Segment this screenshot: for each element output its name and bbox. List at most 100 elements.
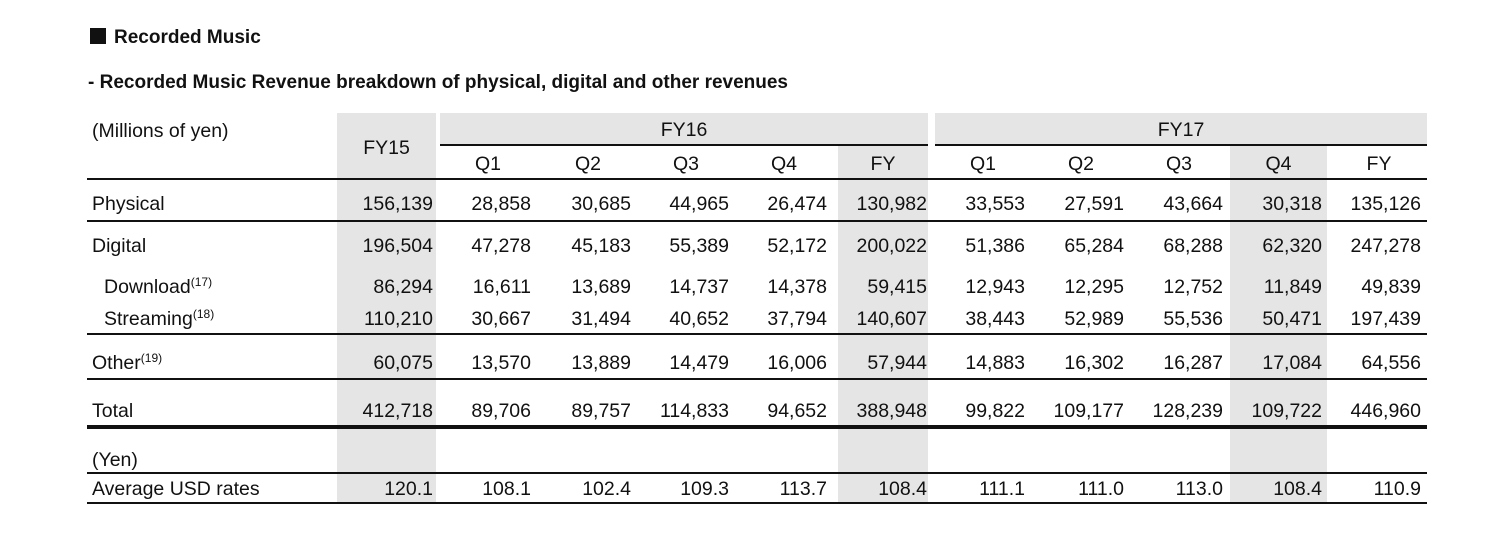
- cell-download-fy17-q2: 12,295: [1064, 276, 1124, 298]
- cell-other-fy17-fy: 64,556: [1361, 352, 1421, 374]
- cell-total-fy16-fy: 388,948: [856, 400, 928, 422]
- row-label-usd-rates: Average USD rates: [92, 478, 260, 500]
- fy17-q4-header: Q4: [1265, 153, 1292, 175]
- square-bullet-icon: [90, 28, 106, 44]
- fy16-q2-header: Q2: [574, 153, 601, 175]
- cell-download-fy17-fy: 49,839: [1361, 276, 1421, 298]
- cell-other-fy16-q3: 14,479: [669, 352, 729, 374]
- cell-download-fy16-q2: 13,689: [571, 276, 631, 298]
- cell-physical-fy16-q2: 30,685: [571, 193, 631, 215]
- cell-usd-rate-fy17-q3: 113.0: [1175, 478, 1223, 500]
- rule-under-physical: [87, 220, 1427, 222]
- cell-total-fy17-q1: 99,822: [965, 400, 1025, 422]
- cell-digital-fy17-q1: 51,386: [965, 235, 1025, 257]
- row-label-streaming: Streaming(18): [104, 307, 215, 330]
- cell-total-fy16-q1: 89,706: [471, 400, 531, 422]
- cell-physical-fy17-q3: 43,664: [1163, 193, 1223, 215]
- cell-download-fy16-fy: 59,415: [867, 276, 927, 298]
- cell-download-fy17-q3: 12,752: [1163, 276, 1223, 298]
- fy17-header-shade: [935, 113, 1427, 144]
- cell-usd-rate-fy15: 120.1: [384, 478, 433, 500]
- cell-digital-fy16-q4: 52,172: [767, 235, 827, 257]
- cell-other-fy16-q2: 13,889: [571, 352, 631, 374]
- cell-usd-rate-fy16-fy: 108.4: [878, 478, 927, 500]
- cell-physical-fy15: 156,139: [362, 193, 434, 215]
- cell-physical-fy17-q2: 27,591: [1064, 193, 1124, 215]
- cell-streaming-fy16-q4: 37,794: [767, 308, 827, 330]
- cell-total-fy17-q4: 109,722: [1251, 400, 1323, 422]
- row-label-digital: Digital: [92, 235, 147, 257]
- cell-usd-rate-fy17-q4: 108.4: [1273, 478, 1322, 500]
- cell-download-fy15: 86,294: [373, 276, 433, 298]
- cell-digital-fy17-q2: 65,284: [1064, 235, 1124, 257]
- cell-streaming-fy17-q4: 50,471: [1262, 308, 1322, 330]
- fy17-header: FY17: [1157, 119, 1205, 141]
- rule-under-total: [87, 425, 1427, 429]
- cell-total-fy16-q3: 114,833: [659, 400, 729, 422]
- cell-total-fy17-q2: 109,177: [1053, 400, 1125, 422]
- section-title: Recorded Music: [90, 27, 261, 49]
- fy16-fy-header: FY: [870, 153, 896, 175]
- cell-digital-fy17-q4: 62,320: [1262, 235, 1322, 257]
- cell-streaming-fy15: 110,210: [363, 308, 433, 330]
- row-label-physical: Physical: [92, 193, 165, 215]
- cell-digital-fy16-q1: 47,278: [471, 235, 531, 257]
- cell-physical-fy17-q1: 33,553: [965, 193, 1025, 215]
- cell-total-fy15: 412,718: [362, 400, 434, 422]
- unit-label: (Millions of yen): [92, 120, 229, 142]
- cell-digital-fy15: 196,504: [362, 235, 434, 257]
- row-label-download: Download(17): [104, 275, 213, 298]
- cell-digital-fy16-q2: 45,183: [571, 235, 631, 257]
- rule-under-headers: [87, 178, 1427, 180]
- cell-digital-fy17-q3: 68,288: [1163, 235, 1223, 257]
- cell-streaming-fy17-fy: 197,439: [1350, 308, 1422, 330]
- table-subtitle: - Recorded Music Revenue breakdown of ph…: [88, 72, 789, 93]
- cell-other-fy16-q1: 13,570: [471, 352, 531, 374]
- cell-digital-fy17-fy: 247,278: [1350, 235, 1422, 257]
- fy16-header-shade: [440, 113, 928, 144]
- cell-other-fy16-fy: 57,944: [867, 352, 927, 374]
- cell-other-fy17-q1: 14,883: [965, 352, 1025, 374]
- cell-usd-rate-fy16-q2: 102.4: [582, 478, 631, 500]
- cell-usd-rate-fy16-q3: 109.3: [680, 478, 729, 500]
- fy17-q3-header: Q3: [1165, 153, 1192, 175]
- cell-total-fy17-q3: 128,239: [1152, 400, 1224, 422]
- cell-other-fy17-q2: 16,302: [1064, 352, 1124, 374]
- cell-download-fy16-q3: 14,737: [669, 276, 729, 298]
- cell-other-fy16-q4: 16,006: [767, 352, 827, 374]
- cell-total-fy16-q2: 89,757: [571, 400, 631, 422]
- cell-digital-fy16-fy: 200,022: [856, 235, 928, 257]
- cell-usd-rate-fy16-q4: 113.7: [779, 478, 827, 500]
- cell-streaming-fy16-q1: 30,667: [471, 308, 531, 330]
- fy17-q4-column-shade: [1230, 144, 1327, 503]
- fy16-fy-column-shade: [838, 144, 928, 503]
- cell-physical-fy17-fy: 135,126: [1350, 193, 1422, 215]
- cell-physical-fy16-fy: 130,982: [856, 193, 928, 215]
- fy17-q2-header: Q2: [1067, 153, 1094, 175]
- cell-physical-fy16-q3: 44,965: [669, 193, 729, 215]
- cell-download-fy16-q1: 16,611: [472, 276, 531, 298]
- cell-streaming-fy17-q3: 55,536: [1163, 308, 1223, 330]
- cell-physical-fy17-q4: 30,318: [1262, 193, 1322, 215]
- rule-under-other: [87, 378, 1427, 380]
- cell-other-fy17-q4: 17,084: [1262, 352, 1322, 374]
- cell-physical-fy16-q4: 26,474: [767, 193, 827, 215]
- fy16-header: FY16: [660, 119, 708, 141]
- cell-usd-rate-fy17-fy: 110.9: [1373, 478, 1421, 500]
- cell-digital-fy16-q3: 55,389: [669, 235, 729, 257]
- cell-other-fy17-q3: 16,287: [1163, 352, 1223, 374]
- cell-usd-rate-fy17-q2: 111.0: [1078, 478, 1124, 500]
- cell-usd-rate-fy16-q1: 108.1: [482, 478, 531, 500]
- cell-download-fy16-q4: 14,378: [767, 276, 827, 298]
- rule-under-streaming: [87, 333, 1427, 335]
- fy16-q1-header: Q1: [474, 153, 501, 175]
- cell-total-fy16-q4: 94,652: [767, 400, 827, 422]
- rule-under-yen: [87, 472, 1427, 474]
- cell-streaming-fy16-q2: 31,494: [571, 308, 631, 330]
- fy15-header: FY15: [363, 137, 410, 159]
- cell-other-fy15: 60,075: [373, 352, 433, 374]
- fy17-fy-header: FY: [1366, 153, 1392, 175]
- rule-fy16-under-header: [440, 144, 928, 146]
- fy16-q4-header: Q4: [770, 153, 797, 175]
- cell-streaming-fy16-q3: 40,652: [669, 308, 729, 330]
